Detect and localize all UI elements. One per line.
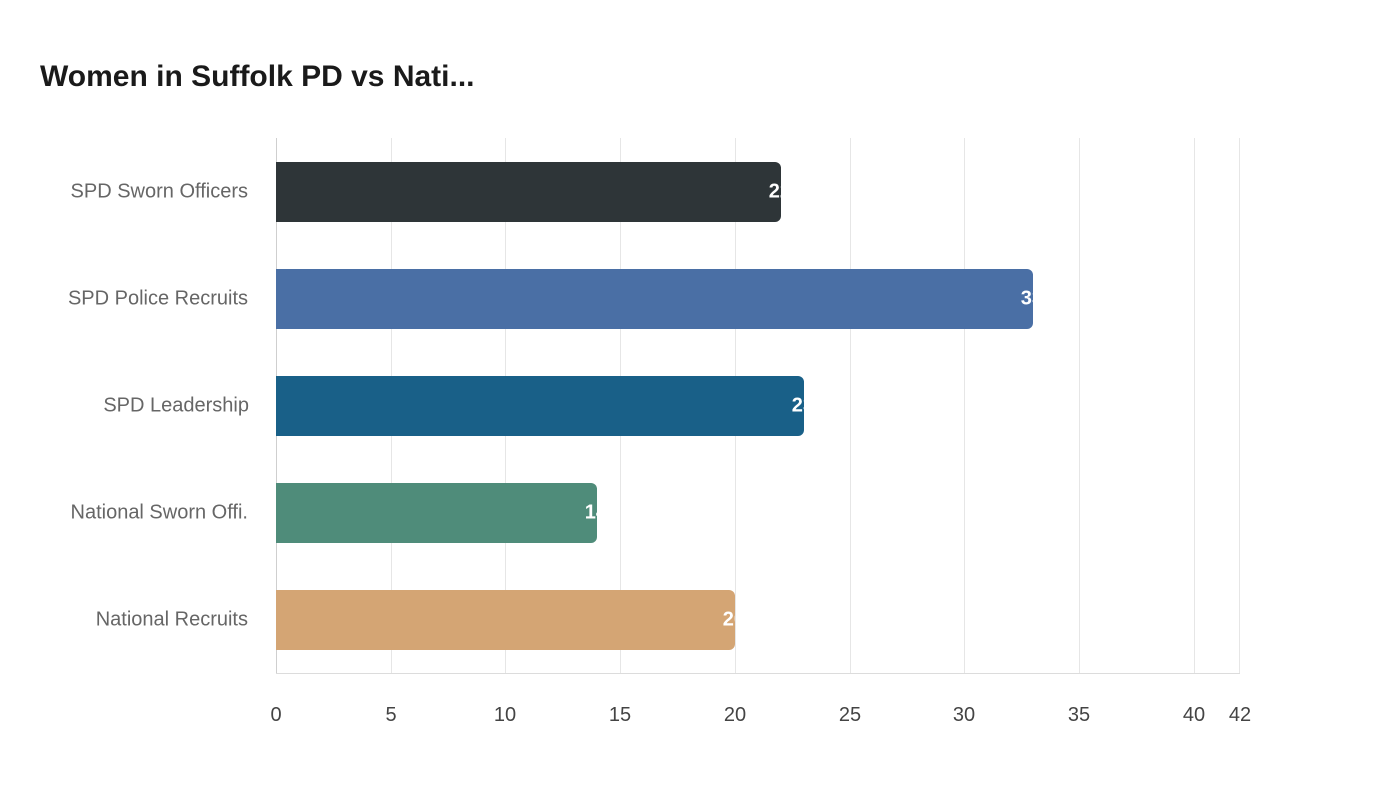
- data-label: 33: [1020, 287, 1033, 310]
- category-label: SPD Police Recruits: [67, 287, 248, 310]
- x-tick-label: 30: [952, 704, 976, 726]
- x-tick-label: 10: [493, 704, 517, 726]
- category-label: National Sworn Offi.: [70, 501, 249, 524]
- gridline: [1194, 138, 1195, 674]
- x-tick-label: 35: [1067, 704, 1091, 726]
- bar-national-sworn-officers[interactable]: 14: [276, 483, 597, 543]
- x-tick-label: 0: [270, 704, 282, 726]
- x-tick-label: 42: [1228, 704, 1252, 726]
- gridline: [850, 138, 851, 674]
- bar-spd-police-recruits[interactable]: 33: [276, 269, 1033, 329]
- x-tick-label: 40: [1182, 704, 1206, 726]
- chart-title: Women in Suffolk PD vs Nati...: [40, 60, 475, 93]
- x-tick-label: 5: [385, 704, 397, 726]
- bar-spd-leadership[interactable]: 23: [276, 376, 804, 436]
- data-label: 20: [722, 608, 735, 631]
- category-label: National Recruits: [95, 608, 248, 631]
- x-axis-line: [276, 673, 1240, 674]
- data-label: 22: [768, 180, 781, 203]
- category-label: SPD Sworn Officers: [70, 180, 248, 203]
- x-tick-label: 25: [838, 704, 862, 726]
- x-tick-label: 20: [723, 704, 747, 726]
- data-label: 23: [791, 394, 804, 417]
- gridline: [1079, 138, 1080, 674]
- gridline: [964, 138, 965, 674]
- data-label: 14: [584, 501, 597, 524]
- bar-spd-sworn-officers[interactable]: 22: [276, 162, 781, 222]
- gridline: [1239, 138, 1240, 674]
- bar-national-recruits[interactable]: 20: [276, 590, 735, 650]
- x-tick-label: 15: [608, 704, 632, 726]
- category-label: SPD Leadership: [103, 394, 249, 417]
